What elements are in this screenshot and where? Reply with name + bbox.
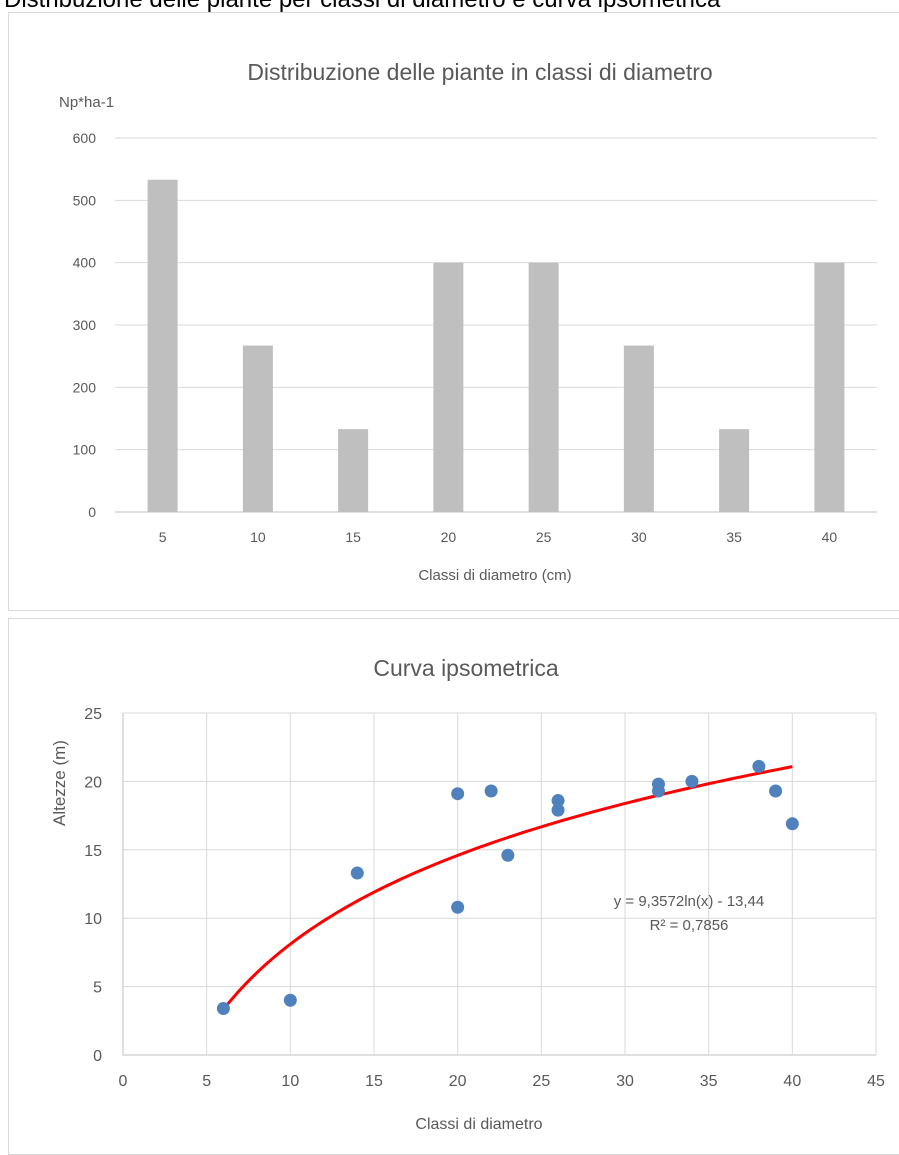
- trendline-equation: y = 9,3572ln(x) - 13,44: [614, 893, 765, 910]
- scatter-y-tick-label: 5: [93, 980, 102, 997]
- trendline-r-squared: R² = 0,7856: [650, 917, 729, 934]
- bar: [338, 429, 369, 512]
- scatter-point: [484, 784, 498, 798]
- bar-x-tick-label: 5: [159, 529, 167, 545]
- scatter-point: [651, 784, 665, 798]
- scatter-x-tick-label: 25: [532, 1073, 550, 1090]
- scatter-x-tick-label: 45: [867, 1073, 885, 1090]
- bar: [814, 262, 845, 512]
- bar-y-tick-label: 100: [73, 442, 97, 458]
- bar-x-tick-label: 30: [631, 529, 647, 545]
- bar: [623, 345, 654, 512]
- scatter-x-tick-label: 5: [202, 1073, 211, 1090]
- scatter-point: [283, 993, 297, 1007]
- bar-x-tick-label: 10: [250, 529, 266, 545]
- scatter-chart-panel: 0 5 10 15 20 25 0 5 10 15 20 25 30 35 40 45 Curva ipso…: [8, 618, 899, 1155]
- scatter-point: [451, 900, 465, 914]
- scatter-point: [685, 774, 699, 788]
- bar: [147, 179, 178, 512]
- scatter-y-tick-label: 15: [84, 843, 102, 860]
- scatter-x-tick-label: 40: [783, 1073, 801, 1090]
- scatter-point: [769, 784, 783, 798]
- bar-x-tick-label: 15: [345, 529, 361, 545]
- scatter-point: [501, 848, 515, 862]
- bar-y-tick-label: 500: [73, 192, 97, 208]
- scatter-x-tick-label: 20: [449, 1073, 467, 1090]
- scatter-point: [752, 759, 766, 773]
- scatter-chart-x-axis-title: Classi di diametro: [415, 1116, 542, 1133]
- bar-x-tick-label: 35: [726, 529, 742, 545]
- scatter-x-tick-label: 35: [700, 1073, 718, 1090]
- scatter-y-tick-label: 0: [93, 1048, 102, 1065]
- bar-chart-title: Distribuzione delle piante in classi di …: [247, 59, 712, 85]
- scatter-chart-title: Curva ipsometrica: [373, 655, 559, 681]
- bar-y-tick-label: 200: [73, 379, 97, 395]
- bar: [528, 262, 559, 512]
- scatter-point: [451, 787, 465, 801]
- scatter-x-tick-label: 10: [281, 1073, 299, 1090]
- bar-chart-x-axis-title: Classi di diametro (cm): [418, 567, 571, 584]
- scatter-point: [216, 1001, 230, 1015]
- scatter-point: [350, 866, 364, 880]
- bar-y-tick-label: 400: [73, 255, 97, 271]
- scatter-x-tick-label: 0: [119, 1073, 128, 1090]
- bar-y-tick-label: 600: [73, 130, 97, 146]
- cut-off-heading: Distribuzione delle piante per classi di…: [0, 0, 899, 12]
- bar-chart: 0 100 200 300 400 500 600 5 10 15 20 25 30 35 40 Dist…: [59, 59, 877, 584]
- scatter-x-tick-label: 15: [365, 1073, 383, 1090]
- bar-x-tick-label: 40: [822, 529, 838, 545]
- scatter-y-tick-label: 25: [84, 706, 102, 723]
- bar-x-tick-label: 25: [536, 529, 552, 545]
- scatter-y-tick-label: 10: [84, 911, 102, 928]
- scatter-chart: 0 5 10 15 20 25 0 5 10 15 20 25 30 35 40 45 Curva ipso…: [50, 655, 885, 1133]
- bar-chart-panel: 0 100 200 300 400 500 600 5 10 15 20 25 30 35 40 Dist…: [8, 12, 899, 611]
- scatter-point: [785, 817, 799, 831]
- trendline: [222, 765, 793, 1011]
- bar-y-tick-label: 300: [73, 317, 97, 333]
- scatter-point: [551, 803, 565, 817]
- scatter-point: [551, 794, 565, 808]
- bar-x-tick-label: 20: [441, 529, 457, 545]
- scatter-chart-y-axis-title: Altezze (m): [50, 740, 69, 826]
- cut-off-heading-text: Distribuzione delle piante per classi di…: [4, 0, 720, 12]
- bar: [433, 262, 464, 512]
- scatter-y-tick-label: 20: [84, 774, 102, 791]
- bar-y-tick-label: 0: [88, 504, 96, 520]
- bar: [719, 429, 750, 512]
- bar-chart-y-axis-title: Np*ha-1: [59, 94, 114, 111]
- scatter-x-tick-label: 30: [616, 1073, 634, 1090]
- bar: [242, 345, 273, 512]
